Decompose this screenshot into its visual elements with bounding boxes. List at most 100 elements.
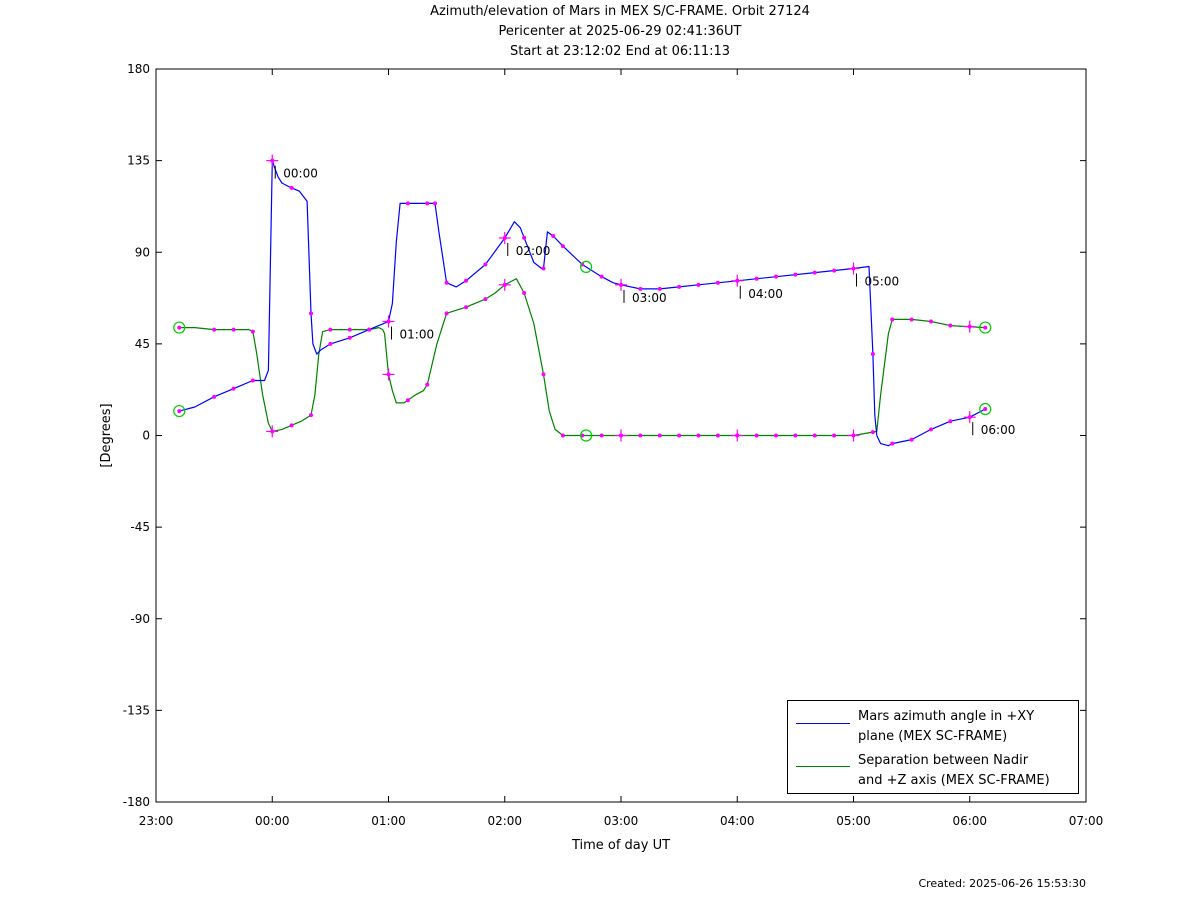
- event-circle: [173, 404, 186, 418]
- series-line-separation: [179, 278, 986, 437]
- sample-marker: [677, 433, 682, 438]
- x-tick-label: 01:00: [371, 814, 406, 828]
- sample-marker: [983, 325, 988, 330]
- sample-marker: [929, 319, 933, 324]
- sample-marker: [929, 427, 933, 432]
- event-circle: [979, 321, 992, 334]
- sample-marker: [715, 280, 720, 285]
- legend-label-azimuth-line1: Mars azimuth angle in +XY: [858, 709, 1035, 724]
- sample-marker: [754, 276, 759, 281]
- sample-marker: [657, 286, 662, 291]
- sample-marker: [464, 305, 468, 310]
- annotation-label: 00:00: [283, 167, 318, 181]
- sample-marker: [541, 372, 546, 377]
- legend-swatch-separation: [796, 766, 850, 767]
- sample-marker: [948, 419, 953, 424]
- x-tick-label: 23:00: [139, 814, 174, 828]
- legend-label-separation-line2: and +Z axis (MEX SC-FRAME): [858, 773, 1050, 788]
- annotation-label: 05:00: [865, 275, 900, 289]
- sample-marker: [522, 235, 527, 240]
- legend-swatch-azimuth: [796, 723, 850, 724]
- sample-marker: [793, 272, 798, 277]
- sample-marker: [425, 201, 430, 206]
- sample-marker: [231, 327, 236, 332]
- sample-marker: [522, 290, 527, 295]
- sample-marker: [425, 382, 430, 387]
- sample-marker: [328, 341, 333, 346]
- y-tick-label: -135: [123, 703, 150, 717]
- sample-marker: [774, 274, 778, 279]
- sample-marker: [754, 433, 759, 438]
- title-line-3: Start at 23:12:02 End at 06:11:13: [509, 44, 731, 59]
- annotation-label: 03:00: [632, 291, 667, 305]
- sample-marker: [212, 394, 217, 399]
- sample-marker: [560, 433, 565, 438]
- x-tick-label: 07:00: [1069, 814, 1104, 828]
- sample-marker: [347, 335, 352, 340]
- y-tick-label: 135: [127, 154, 150, 168]
- sample-marker: [909, 437, 914, 442]
- sample-marker: [405, 398, 410, 403]
- event-circle: [173, 321, 186, 334]
- sample-marker: [551, 233, 556, 238]
- x-tick-label: 04:00: [720, 814, 755, 828]
- sample-marker: [212, 327, 217, 332]
- sample-marker: [677, 284, 682, 289]
- sample-marker: [309, 311, 313, 316]
- sample-marker: [696, 433, 701, 438]
- event-circle: [580, 260, 593, 274]
- x-tick-label: 00:00: [255, 814, 290, 828]
- sample-marker: [657, 433, 662, 438]
- annotation-label: 01:00: [400, 327, 435, 341]
- title-line-2: Pericenter at 2025-06-29 02:41:36UT: [498, 24, 742, 39]
- sample-marker: [890, 317, 895, 322]
- legend-label-azimuth-line2: plane (MEX SC-FRAME): [858, 729, 1008, 744]
- chart-legend: Mars azimuth angle in +XY plane (MEX SC-…: [787, 700, 1079, 794]
- sample-marker: [599, 433, 604, 438]
- y-tick-label: -90: [130, 612, 150, 626]
- annotation-label: 04:00: [748, 287, 783, 301]
- sample-marker: [890, 441, 895, 446]
- event-circle: [979, 402, 992, 416]
- sample-marker: [870, 430, 875, 435]
- sample-marker: [696, 282, 701, 287]
- annotation-label: 06:00: [981, 423, 1016, 437]
- sample-marker: [289, 185, 294, 190]
- sample-marker: [560, 244, 565, 249]
- event-circle: [580, 429, 593, 442]
- sample-marker: [347, 327, 352, 332]
- sample-marker: [599, 274, 604, 279]
- sample-marker: [405, 201, 410, 206]
- title-line-1: Azimuth/elevation of Mars in MEX S/C-FRA…: [430, 4, 810, 19]
- annotation-label: 02:00: [516, 244, 551, 258]
- series-line-azimuth: [179, 160, 986, 447]
- y-tick-label: 0: [142, 429, 150, 443]
- sample-marker: [948, 323, 953, 328]
- sample-marker: [483, 262, 488, 267]
- y-tick-label: -45: [130, 520, 150, 534]
- y-tick-label: -180: [123, 795, 150, 809]
- sample-marker: [250, 378, 255, 383]
- sample-marker: [433, 201, 437, 206]
- sample-marker: [444, 311, 449, 316]
- sample-marker: [832, 433, 837, 438]
- sample-marker: [328, 327, 333, 332]
- x-tick-label: 02:00: [487, 814, 522, 828]
- sample-marker: [177, 409, 182, 414]
- sample-marker: [464, 278, 468, 283]
- x-axis-label: Time of day UT: [571, 838, 670, 853]
- sample-marker: [870, 352, 875, 357]
- y-tick-label: 180: [127, 62, 150, 76]
- sample-marker: [793, 433, 798, 438]
- sample-marker: [638, 286, 643, 291]
- created-timestamp: Created: 2025-06-26 15:53:30: [918, 877, 1086, 890]
- y-tick-label: 90: [135, 245, 150, 259]
- sample-marker: [444, 280, 449, 285]
- sample-marker: [289, 423, 294, 428]
- sample-marker: [774, 433, 778, 438]
- x-tick-label: 05:00: [836, 814, 871, 828]
- sample-marker: [309, 413, 313, 418]
- sample-marker: [983, 407, 988, 412]
- x-tick-label: 06:00: [952, 814, 987, 828]
